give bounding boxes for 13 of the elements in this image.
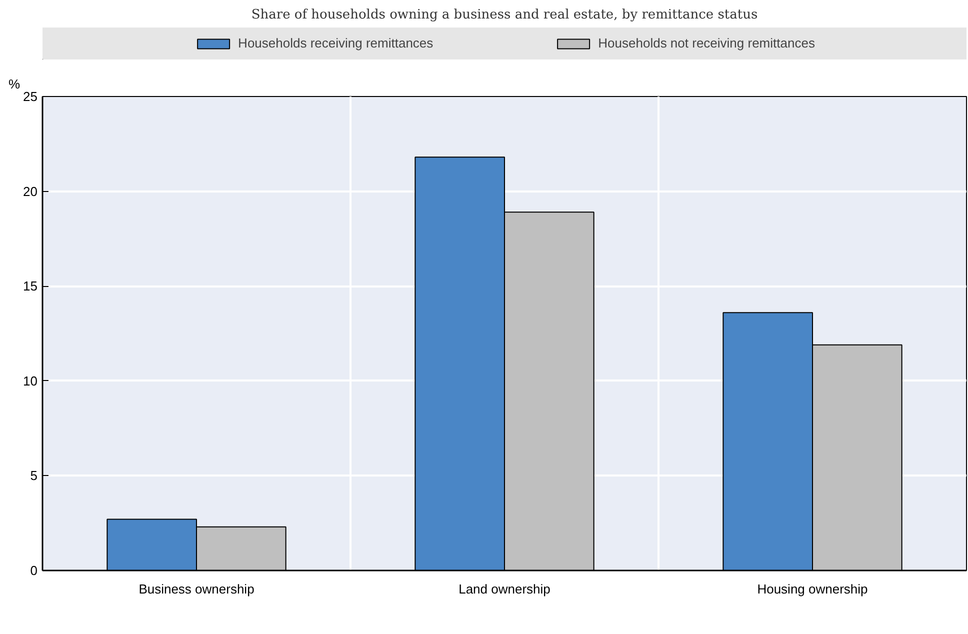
- x-tick-label: Land ownership: [458, 582, 550, 596]
- y-tick-label: 25: [23, 89, 38, 104]
- y-tick-label: 0: [30, 563, 38, 578]
- y-tick-label: 10: [23, 373, 38, 388]
- y-axis-title: %: [8, 76, 20, 92]
- x-tick-label: Business ownership: [138, 582, 254, 596]
- y-tick-label: 15: [23, 278, 38, 294]
- legend-label: Households receiving remittances: [238, 36, 434, 50]
- y-tick-label: 5: [30, 468, 38, 484]
- x-tick-label: Housing ownership: [757, 582, 868, 596]
- legend-label: Households not receiving remittances: [598, 36, 815, 50]
- chart-title: Share of households owning a business and real estate, by remittance status: [251, 8, 758, 22]
- y-tick-label: 20: [23, 184, 38, 199]
